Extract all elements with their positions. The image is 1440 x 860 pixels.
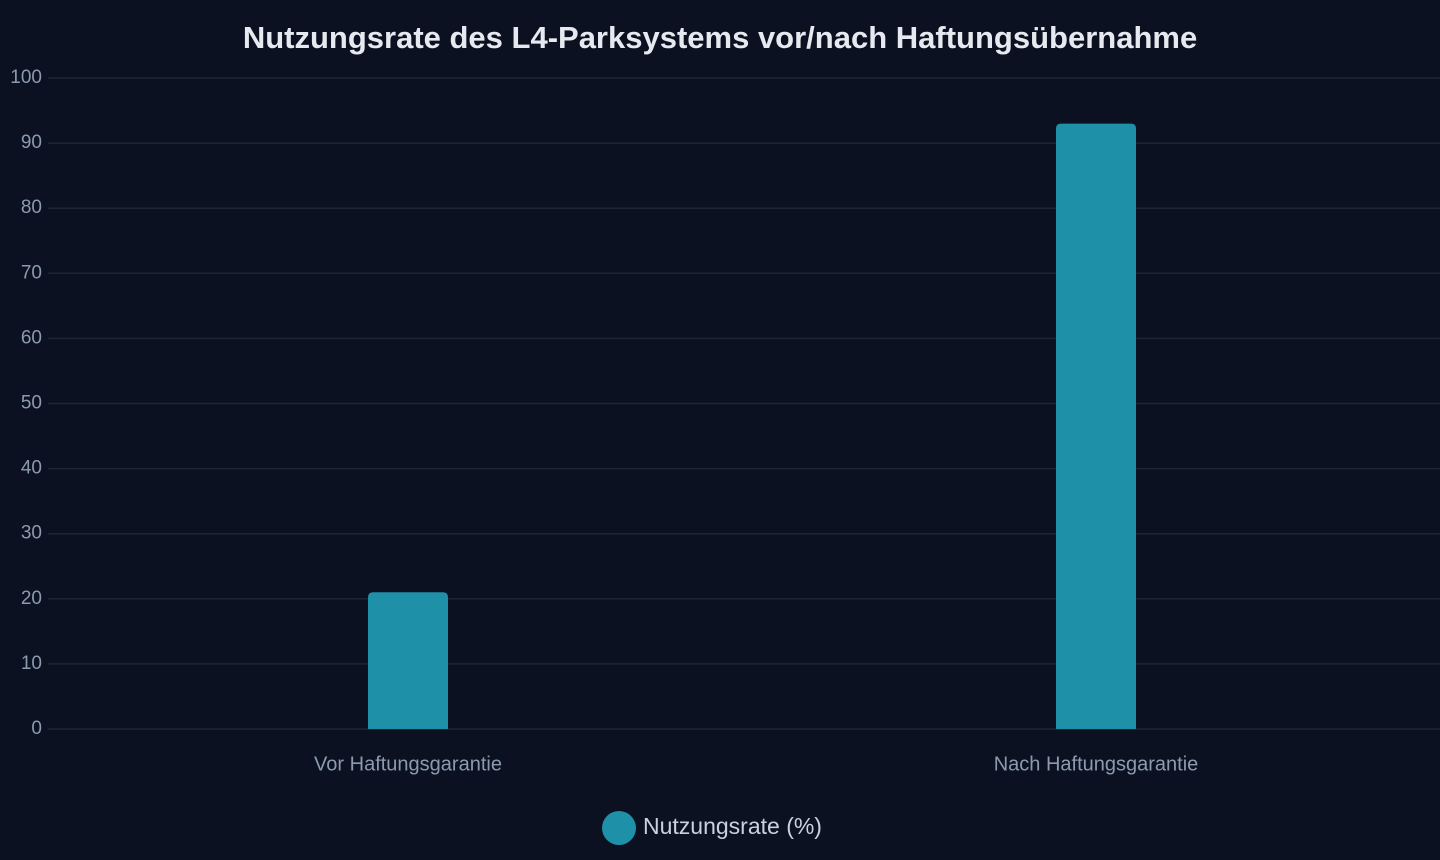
y-tick-label: 10 — [21, 653, 42, 674]
y-tick-label: 20 — [21, 588, 42, 609]
y-tick-label: 70 — [21, 262, 42, 283]
y-tick-label: 50 — [21, 393, 42, 414]
y-tick-label: 80 — [21, 197, 42, 218]
x-tick-label: Vor Haftungsgarantie — [314, 753, 502, 775]
x-tick-label: Nach Haftungsgarantie — [994, 753, 1199, 775]
y-tick-label: 100 — [10, 67, 42, 88]
legend-marker — [602, 811, 636, 845]
chart-title: Nutzungsrate des L4-Parksystems vor/nach… — [243, 20, 1197, 55]
y-tick-label: 40 — [21, 458, 42, 479]
y-tick-label: 30 — [21, 523, 42, 544]
y-tick-label: 90 — [21, 132, 42, 153]
bar — [1056, 123, 1136, 729]
bar — [368, 592, 448, 729]
legend-label: Nutzungsrate (%) — [643, 813, 822, 839]
y-tick-label: 0 — [31, 718, 42, 739]
y-tick-label: 60 — [21, 327, 42, 348]
